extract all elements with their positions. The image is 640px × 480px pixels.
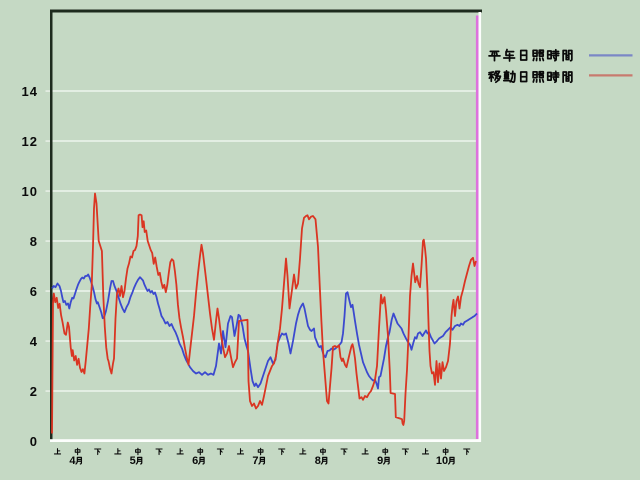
svg-text:2: 2 (30, 384, 38, 399)
svg-text:4: 4 (30, 334, 38, 349)
svg-text:6: 6 (192, 455, 198, 467)
svg-text:8: 8 (315, 455, 321, 467)
svg-text:4: 4 (69, 455, 76, 467)
svg-text:8: 8 (30, 234, 38, 249)
svg-text:10: 10 (436, 455, 448, 467)
svg-text:10: 10 (22, 184, 38, 199)
svg-text:5: 5 (130, 455, 136, 467)
svg-text:9: 9 (377, 455, 383, 467)
svg-text:7: 7 (252, 455, 258, 467)
svg-text:12: 12 (22, 134, 38, 149)
svg-text:6: 6 (30, 284, 38, 299)
svg-text:0: 0 (30, 434, 38, 449)
svg-text:14: 14 (22, 84, 38, 99)
